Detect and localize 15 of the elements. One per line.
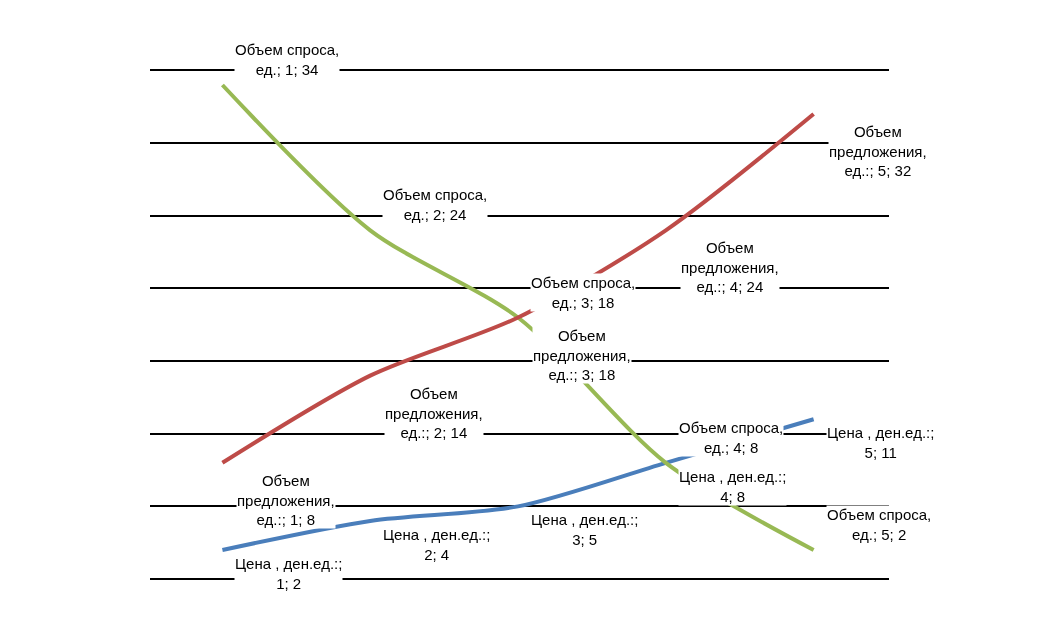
data-label: Объем спроса, ед.; 5; 2: [827, 506, 932, 543]
data-label: Цена , ден.ед.:; 2; 4: [383, 526, 491, 563]
data-label: Объем предложения, ед.:; 5; 32: [829, 123, 927, 179]
data-label: Цена , ден.ед.:; 1; 2: [235, 555, 343, 592]
data-label: Цена , ден.ед.:; 3; 5: [531, 511, 639, 548]
data-label: Объем предложения, ед.:; 4; 24: [681, 239, 779, 295]
data-label: Объем предложения, ед.:; 2; 14: [385, 385, 483, 441]
data-label: Объем спроса, ед.; 3; 18: [531, 274, 636, 311]
data-label: Объем спроса, ед.; 4; 8: [679, 419, 784, 456]
data-label: Объем спроса, ед.; 2; 24: [383, 186, 488, 223]
data-label: Цена , ден.ед.:; 4; 8: [679, 468, 787, 505]
data-label: Цена , ден.ед.:; 5; 11: [827, 424, 935, 461]
data-label: Объем предложения, ед.:; 1; 8: [237, 472, 335, 528]
data-label: Объем спроса, ед.; 1; 34: [235, 41, 340, 78]
data-label: Объем предложения, ед.:; 3; 18: [533, 327, 631, 383]
